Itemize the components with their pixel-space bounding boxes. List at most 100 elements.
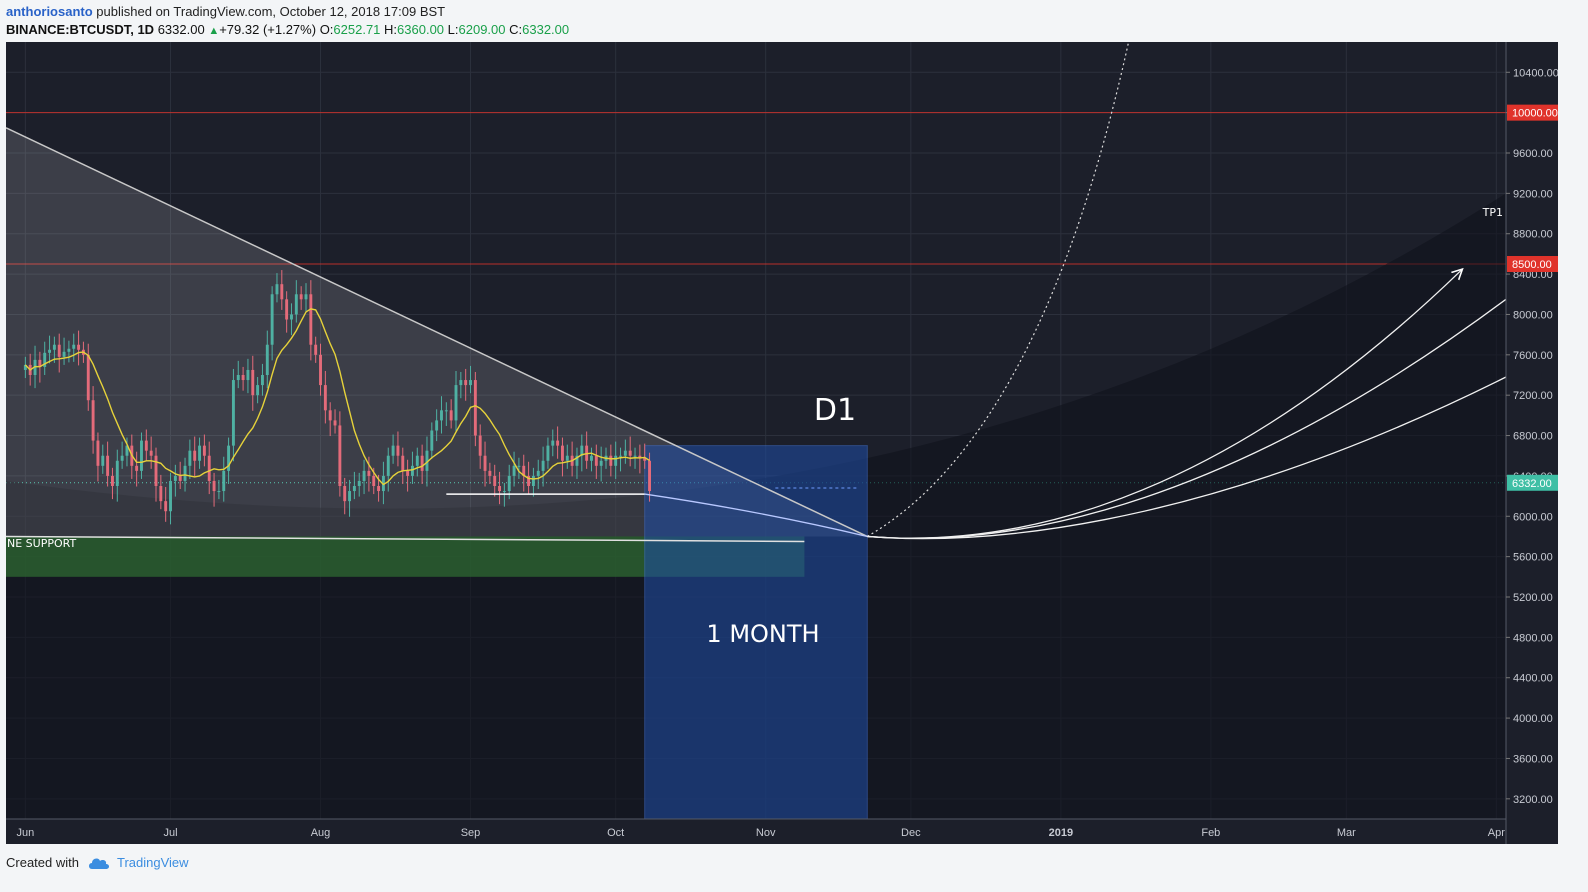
candle-body [101, 455, 105, 466]
candle-body [565, 455, 569, 461]
candle-body [304, 294, 308, 300]
up-arrow-icon: ▲ [208, 25, 220, 37]
tp-curve [867, 376, 1506, 540]
candle-body [188, 450, 192, 466]
candle-body [173, 475, 177, 481]
open-value: 6252.71 [333, 22, 381, 37]
author-link[interactable]: anthoriosanto [6, 4, 93, 19]
x-tick-label: Sep [461, 827, 481, 839]
change-value: +79.32 (+1.27%) [219, 22, 317, 37]
candle-body [77, 344, 81, 350]
candle-body [401, 455, 405, 471]
candle-body [280, 284, 284, 300]
candle-body [556, 440, 560, 446]
candle-body [507, 475, 511, 492]
candle-body [135, 465, 139, 471]
candle-body [178, 475, 182, 481]
price-tag-label: 10000.00 [1512, 108, 1558, 120]
candle-body [517, 465, 521, 467]
tradingview-brand: TradingView [116, 855, 189, 870]
close-value: 6332.00 [522, 22, 570, 37]
y-tick-label: 6800.00 [1513, 431, 1553, 443]
candle-body [633, 455, 637, 457]
overlay-lines [6, 42, 1506, 543]
candle-body [469, 380, 472, 386]
candle-body [638, 455, 642, 458]
x-tick-label: Aug [311, 827, 331, 839]
candle-body [309, 294, 313, 345]
candle-body [464, 380, 468, 386]
x-tick-label: Feb [1201, 827, 1220, 839]
x-tick-label: Nov [756, 827, 776, 839]
one-month-label: 1 MONTH [706, 620, 819, 648]
candle-body [183, 465, 187, 481]
candle-body [328, 410, 332, 421]
candle-body [120, 455, 124, 461]
candle-body [531, 475, 535, 486]
candle-body [227, 445, 231, 471]
tradingview-logo[interactable]: TradingView [87, 855, 189, 870]
candle-body [193, 450, 197, 461]
candle-body [275, 284, 279, 295]
candle-body [590, 455, 593, 461]
candle-body [454, 385, 458, 421]
y-tick-label: 8800.00 [1513, 229, 1553, 241]
y-tick-label: 3600.00 [1513, 753, 1553, 765]
price-tags: 10000.00 8500.00 6332.00 [1507, 104, 1558, 491]
x-tick-label: Oct [607, 827, 624, 839]
candle-body [149, 450, 153, 456]
candle-body [536, 470, 540, 476]
price-chart[interactable]: 3200.00 3600.00 4000.00 4400.00 4800.00 5200.… [6, 42, 1558, 844]
candle-body [154, 455, 158, 486]
candle-body [314, 344, 318, 355]
y-tick-label: 5600.00 [1513, 552, 1553, 564]
candle-body [488, 470, 492, 476]
candle-body [415, 455, 419, 466]
candle-body [207, 455, 211, 481]
candle-body [159, 486, 163, 502]
cloud-icon [88, 858, 109, 869]
time-axis[interactable] [6, 819, 1506, 844]
price-axis[interactable] [1506, 42, 1558, 844]
candle-body [348, 491, 351, 502]
moving-average-line [24, 308, 650, 486]
time-box [644, 445, 868, 819]
y-tick-label: 7200.00 [1513, 390, 1553, 402]
high-label: H: [384, 22, 398, 37]
x-tick-label: 2019 [1049, 827, 1073, 839]
candle-body [609, 455, 613, 466]
candle-body [111, 475, 114, 486]
candle-body [202, 445, 206, 456]
support-label: NE SUPPORT [7, 537, 76, 550]
candle-body [430, 430, 434, 451]
candle-body [169, 480, 172, 512]
x-axis-ticks: Jun Jul Aug Sep Oct Nov Dec 2019 Feb Mar Apr [16, 827, 1505, 839]
x-tick-label: Dec [901, 827, 921, 839]
y-tick-label: 5200.00 [1513, 592, 1553, 604]
y-tick-label: 9600.00 [1513, 148, 1553, 160]
candle-body [86, 354, 90, 401]
low-value: 6209.00 [458, 22, 506, 37]
projection-path [644, 493, 868, 538]
candle-body [614, 455, 618, 466]
y-tick-label: 8000.00 [1513, 309, 1553, 321]
candle-body [599, 460, 603, 466]
y-tick-label: 6000.00 [1513, 511, 1553, 523]
candle-body [285, 299, 289, 320]
candle-body [449, 410, 453, 421]
x-tick-label: Jun [16, 827, 34, 839]
candle-body [72, 344, 76, 349]
parabolic-dotted-curve [866, 42, 1130, 537]
candle-body [594, 455, 598, 466]
candle-body [459, 380, 463, 386]
candle-body [144, 440, 148, 451]
y-tick-label: 3200.00 [1513, 794, 1553, 806]
publish-line: anthoriosanto published on TradingView.c… [6, 4, 445, 19]
y-tick-label: 7600.00 [1513, 350, 1553, 362]
candle-body [561, 445, 564, 461]
close-label: C: [509, 22, 523, 37]
candle-body [343, 486, 347, 502]
candle-body [435, 420, 439, 431]
candle-body [236, 375, 240, 381]
candle-body [493, 475, 497, 486]
